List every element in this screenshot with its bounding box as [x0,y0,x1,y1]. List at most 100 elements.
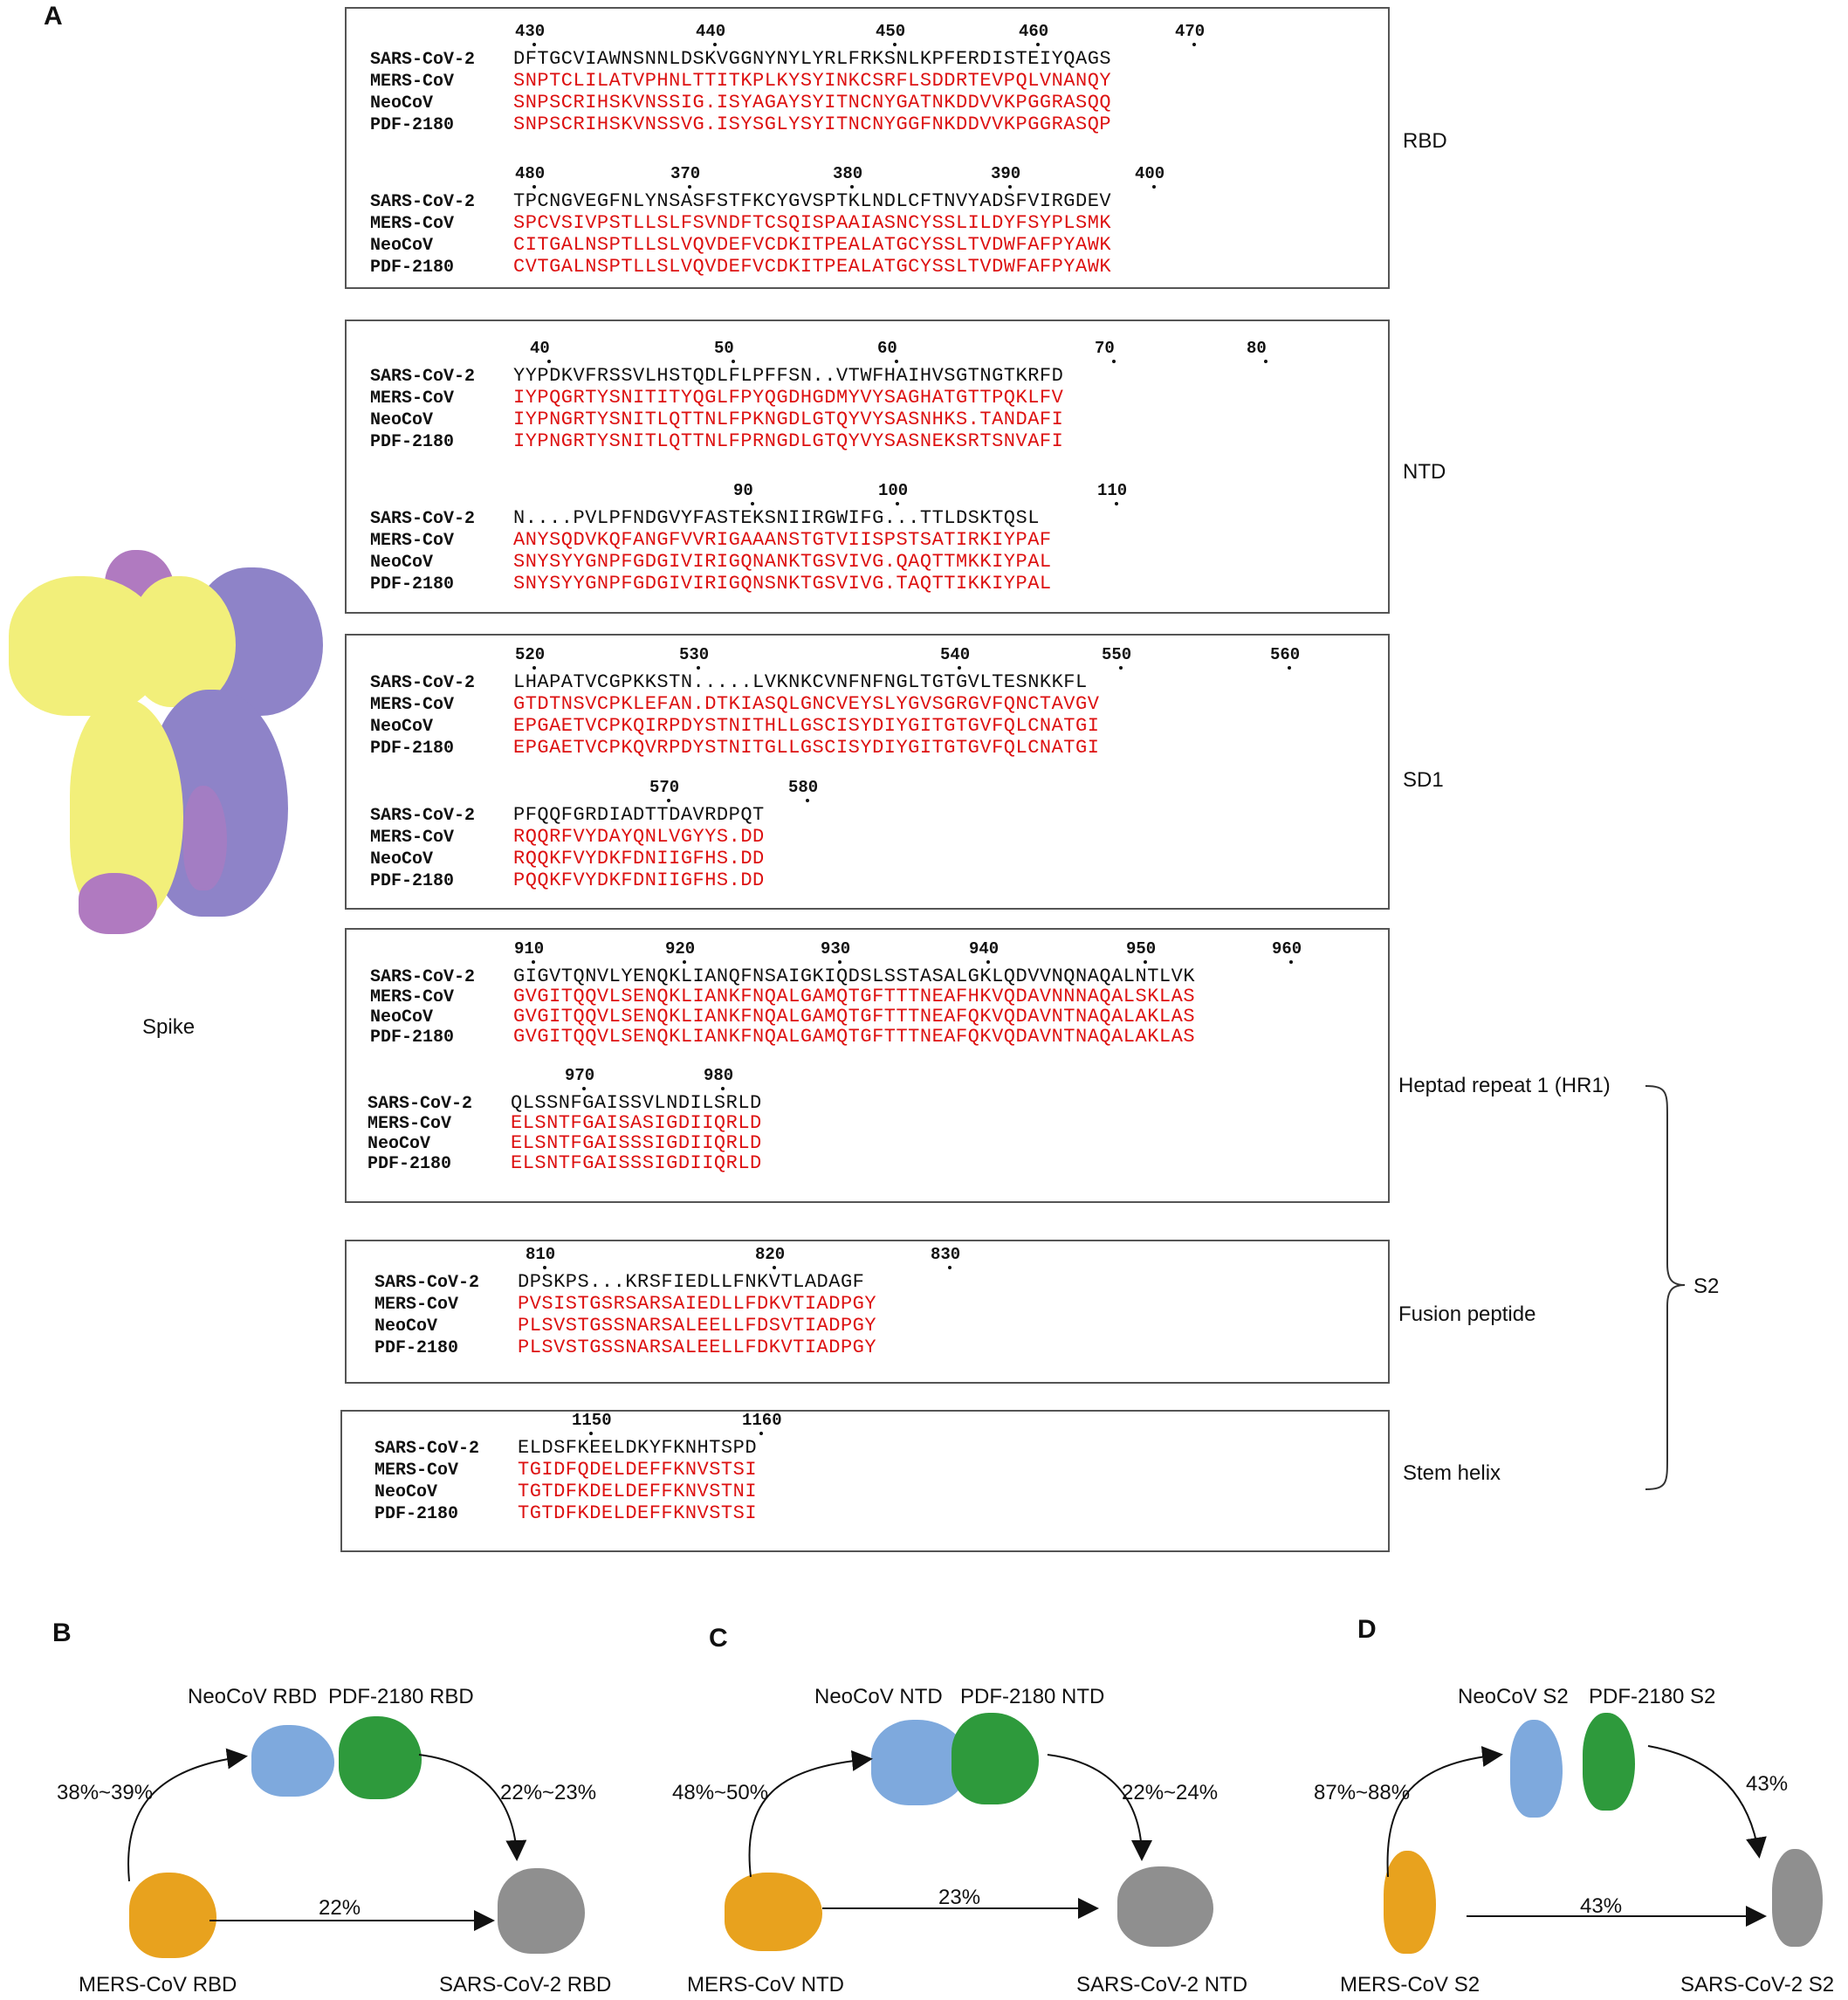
d-mers-protein [1384,1851,1436,1954]
b-bottom-right-label: SARS-CoV-2 RBD [439,1973,612,1997]
position-dot [547,360,551,363]
position-number: 100 [878,481,909,500]
sequence-name: SARS-CoV-2 [370,367,476,387]
position-number: 430 [515,22,546,41]
c-right-pct: 22%~24% [1122,1781,1219,1804]
position-dot [806,799,809,802]
sequence-row: IYPNGRTYSNITLQTTNLFPKNGDLGTQYVYSASNHKS.T… [513,409,1064,430]
position-dot [1289,960,1293,964]
sequence-row: TGTDFKDELDEFFKNVSTSI [518,1502,758,1524]
position-number: 460 [1019,22,1049,41]
position-number: 80 [1247,339,1267,358]
b-arrows [127,1748,527,1931]
position-dot [667,799,670,802]
sequence-name: PDF-2180 [374,1504,459,1524]
c-left-pct: 48%~50% [672,1781,769,1804]
sequence-row: GIGVTQNVLYENQKLIANQFNSAIGKIQDSLSSTASALGK… [513,966,1196,987]
sequence-name: PDF-2180 [374,1338,459,1358]
sequence-name: SARS-CoV-2 [370,192,476,212]
sequence-name: SARS-CoV-2 [368,1094,473,1114]
panel-label-d: D [1357,1615,1377,1644]
sequence-row: SNYSYYGNPFGDGIVIRIGQNANKTGSVIVG.QAQTTMKK… [513,551,1052,573]
sequence-row: RQQRFVYDAYQNLVGYYS.DD [513,826,765,848]
ntd-alignment-box [345,320,1390,614]
position-number: 90 [733,481,753,500]
d-mid-pct: 43% [1580,1894,1623,1918]
b-right-pct: 22%~23% [500,1781,597,1804]
sequence-name: PDF-2180 [370,739,455,759]
sequence-row: GVGITQQVLSENQKLIANKFNQALGAMQTGFTTTNEAFQK… [513,1026,1196,1048]
position-number: 570 [649,778,680,797]
b-top-left-label: NeoCoV RBD [188,1685,318,1708]
position-dot [532,43,536,46]
sequence-name: NeoCoV [370,717,434,737]
position-dot [1036,43,1040,46]
d-arrows [1386,1745,1767,1927]
sequence-name: NeoCoV [374,1482,438,1502]
position-dot [895,360,898,363]
position-dot [1192,43,1196,46]
sequence-name: SARS-CoV-2 [370,967,476,987]
c-bottom-left-label: MERS-CoV NTD [687,1973,845,1997]
c-sars-protein [1117,1866,1213,1947]
sequence-row: DFTGCVIAWNSNNLDSKVGGNYNYLYRLFRKSNLKPFERD… [513,48,1112,70]
sequence-row: GTDTNSVCPKLEFAN.DTKIASQLGNCVEYSLYGVSGRGV… [513,693,1100,715]
c-bottom-right-label: SARS-CoV-2 NTD [1076,1973,1248,1997]
sequence-row: ELSNTFGAISASIGDIIQRLD [511,1112,762,1134]
sequence-row: IYPNGRTYSNITLQTTNLFPRNGDLGTQYVYSASNEKSRT… [513,430,1064,452]
panel-label-a: A [44,2,63,31]
position-number: 1160 [742,1411,782,1430]
sequence-name: NeoCoV [370,553,434,573]
sequence-row: TGTDFKDELDEFFKNVSTNI [518,1481,758,1502]
sequence-row: PFQQFGRDIADTTDAVRDPQT [513,804,765,826]
position-dot [1115,502,1118,505]
sequence-row: PLSVSTGSSNARSALEELLFDKVTIADPGY [518,1337,877,1358]
hr1-region-label: Heptad repeat 1 (HR1) [1398,1074,1611,1097]
sequence-name: MERS-CoV [370,987,455,1007]
d-left-pct: 87%~88% [1314,1781,1411,1804]
rbd-region-label: RBD [1403,129,1447,153]
position-dot [1144,960,1147,964]
position-number: 970 [565,1066,595,1085]
c-pdf2180-protein [951,1713,1039,1804]
sequence-name: PDF-2180 [370,115,455,135]
spike-label: Spike [142,1015,196,1039]
fp-region-label: Fusion peptide [1398,1302,1536,1326]
sequence-row: CVTGALNSPTLLSLVQVDEFVCDKITPEALATGCYSSLTV… [513,256,1112,278]
spike-structure [0,541,332,943]
position-dot [532,666,536,670]
c-top-right-label: PDF-2180 NTD [960,1685,1105,1708]
sequence-name: MERS-CoV [370,72,455,92]
position-number: 950 [1126,939,1157,959]
stem-region-label: Stem helix [1403,1461,1501,1485]
position-dot [582,1087,586,1090]
position-dot [751,502,754,505]
sd1-alignment-box [345,634,1390,910]
b-mid-pct: 22% [319,1896,361,1920]
sequence-row: ELSNTFGAISSSIGDIIQRLD [511,1152,762,1174]
sequence-name: PDF-2180 [370,871,455,891]
position-number: 110 [1097,481,1128,500]
c-arrows [748,1749,1152,1919]
sequence-row: IYPQGRTYSNITITYQGLFPYQGDHGDMYVYSAGHATGTT… [513,387,1064,409]
sequence-row: YYPDKVFRSSVLHSTQDLFLPFFSN..VTWFHAIHVSGTN… [513,365,1064,387]
s2-region-label: S2 [1693,1275,1720,1298]
b-neocov-protein [251,1725,334,1797]
position-dot [1112,360,1116,363]
sequence-name: NeoCoV [368,1134,431,1154]
sequence-name: NeoCoV [370,410,434,430]
position-dot [683,960,686,964]
sequence-name: SARS-CoV-2 [370,509,476,529]
rbd-alignment-box [345,7,1390,289]
sequence-row: ELDSFKEELDKYFKNHTSPD [518,1437,758,1459]
sequence-row: N....PVLPFNDGVYFASTEKSNIIRGWIFG...TTLDSK… [513,507,1040,529]
position-number: 480 [515,164,546,183]
position-dot [986,960,990,964]
position-dot [721,1087,725,1090]
sequence-name: PDF-2180 [370,1027,455,1048]
d-right-pct: 43% [1746,1772,1789,1796]
sequence-name: SARS-CoV-2 [370,50,476,70]
sequence-name: NeoCoV [370,93,434,113]
b-bottom-left-label: MERS-CoV RBD [79,1973,237,1997]
position-number: 830 [931,1245,961,1264]
